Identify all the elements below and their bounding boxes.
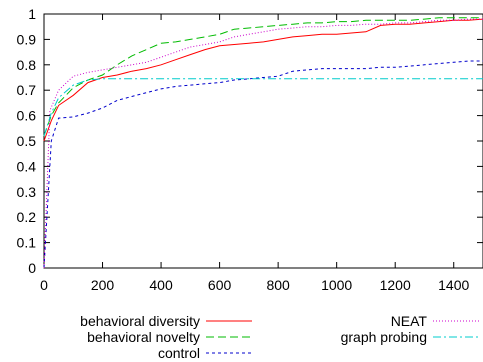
y-tick-label: 0.7 bbox=[17, 82, 37, 98]
series-line-2 bbox=[43, 60, 483, 269]
series-line-1 bbox=[43, 17, 483, 137]
y-tick-label: 0.6 bbox=[17, 108, 37, 124]
x-tick-label: 800 bbox=[266, 277, 290, 293]
y-tick-label: 0.1 bbox=[17, 235, 37, 251]
x-tick-label: 200 bbox=[91, 277, 115, 293]
x-tick-label: 1200 bbox=[380, 277, 411, 293]
y-tick-label: 0 bbox=[28, 260, 36, 276]
legend-label: behavioral diversity bbox=[80, 313, 200, 329]
x-tick-label: 1000 bbox=[321, 277, 352, 293]
series-line-3 bbox=[43, 18, 483, 269]
series-line-0 bbox=[43, 18, 483, 142]
y-tick-label: 0.5 bbox=[17, 133, 37, 149]
plot-area bbox=[43, 13, 483, 269]
y-tick-label: 0.3 bbox=[17, 184, 37, 200]
y-tick-label: 0.9 bbox=[17, 31, 37, 47]
y-tick-label: 0.8 bbox=[17, 57, 37, 73]
legend-label: graph probing bbox=[341, 329, 427, 345]
legend-label: behavioral novelty bbox=[87, 329, 200, 345]
series-line-4 bbox=[43, 78, 483, 137]
x-tick-label: 400 bbox=[149, 277, 173, 293]
x-axis: 0 200 400 600 800 1000 1200 1400 bbox=[40, 14, 470, 293]
x-tick-label: 0 bbox=[40, 277, 48, 293]
plot-frame bbox=[43, 13, 483, 269]
y-tick-label: 1 bbox=[28, 6, 36, 22]
y-axis: 0 0.1 0.2 0.3 0.4 0.5 0.6 0.7 0.8 0.9 1 bbox=[17, 6, 483, 276]
y-tick-label: 0.2 bbox=[17, 209, 37, 225]
y-tick-label: 0.4 bbox=[17, 158, 37, 174]
series-lines bbox=[43, 17, 483, 269]
legend-label: NEAT bbox=[391, 313, 428, 329]
legend-label: control bbox=[158, 345, 200, 361]
x-tick-label: 1400 bbox=[438, 277, 469, 293]
x-tick-label: 600 bbox=[208, 277, 232, 293]
